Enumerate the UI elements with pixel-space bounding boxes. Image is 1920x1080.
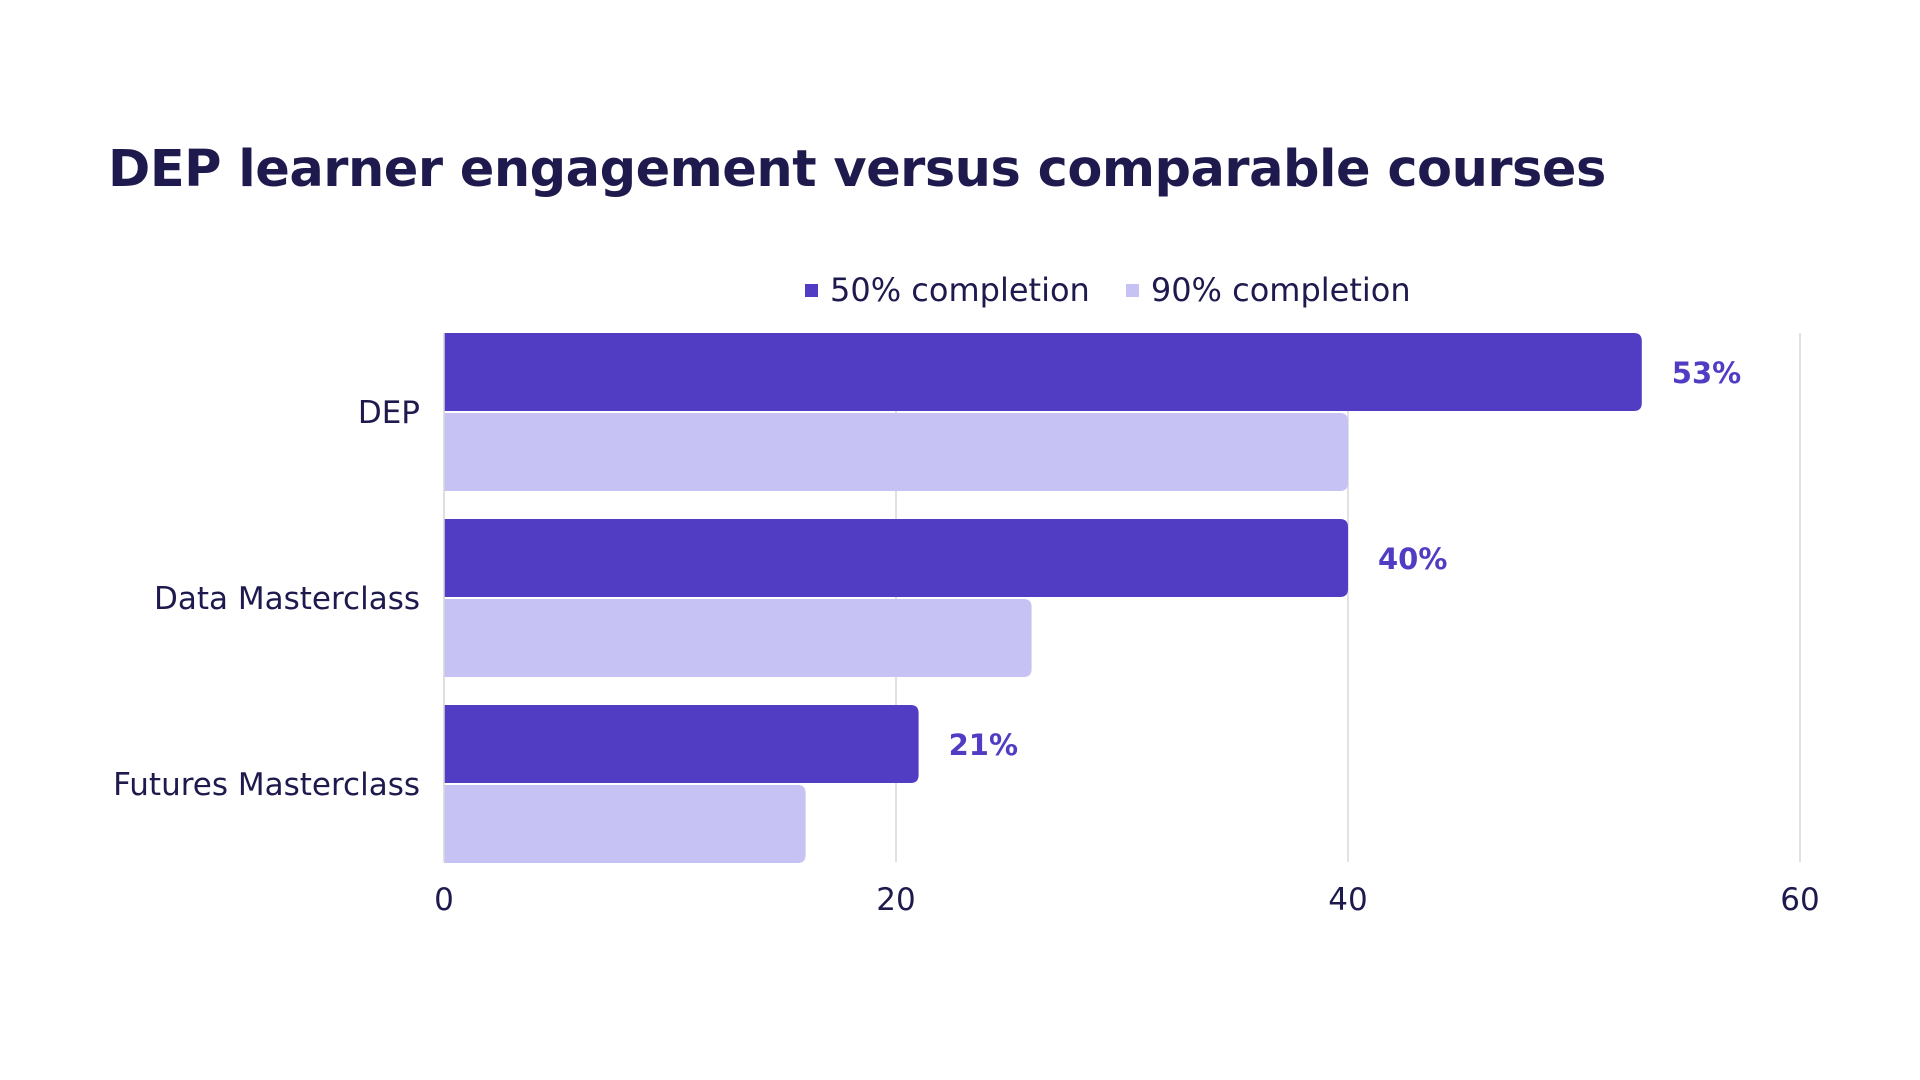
x-tick-label-60: 60 xyxy=(1780,882,1819,918)
chart-title: DEP learner engagement versus comparable… xyxy=(108,140,1606,199)
x-tick-label-40: 40 xyxy=(1328,882,1367,918)
legend: 50% completion 90% completion xyxy=(805,270,1411,310)
legend-label-50-completion: 50% completion xyxy=(830,271,1090,309)
legend-item-50-completion: 50% completion xyxy=(805,271,1090,309)
category-label-data-masterclass: Data Masterclass xyxy=(154,581,420,617)
x-tick-label-0: 0 xyxy=(434,882,454,918)
bar-90-completion-futures-masterclass xyxy=(444,785,806,863)
legend-label-90-completion: 90% completion xyxy=(1150,271,1411,309)
bar-90-completion-data-masterclass xyxy=(444,599,1032,677)
data-label-futures-masterclass: 21% xyxy=(949,728,1018,762)
category-label-dep: DEP xyxy=(358,395,420,431)
bar-90-completion-dep xyxy=(444,413,1348,491)
bar-50-completion-futures-masterclass xyxy=(444,705,919,783)
data-label-dep: 53% xyxy=(1672,356,1741,390)
data-label-data-masterclass: 40% xyxy=(1378,542,1447,576)
bar-50-completion-data-masterclass xyxy=(444,519,1348,597)
legend-item-90-completion: 90% completion xyxy=(1125,271,1411,309)
legend-swatch-50-completion xyxy=(805,283,818,297)
category-label-futures-masterclass: Futures Masterclass xyxy=(113,767,420,803)
x-tick-label-20: 20 xyxy=(876,882,915,918)
bar-50-completion-dep xyxy=(444,333,1642,411)
legend-swatch-90-completion xyxy=(1125,283,1139,297)
